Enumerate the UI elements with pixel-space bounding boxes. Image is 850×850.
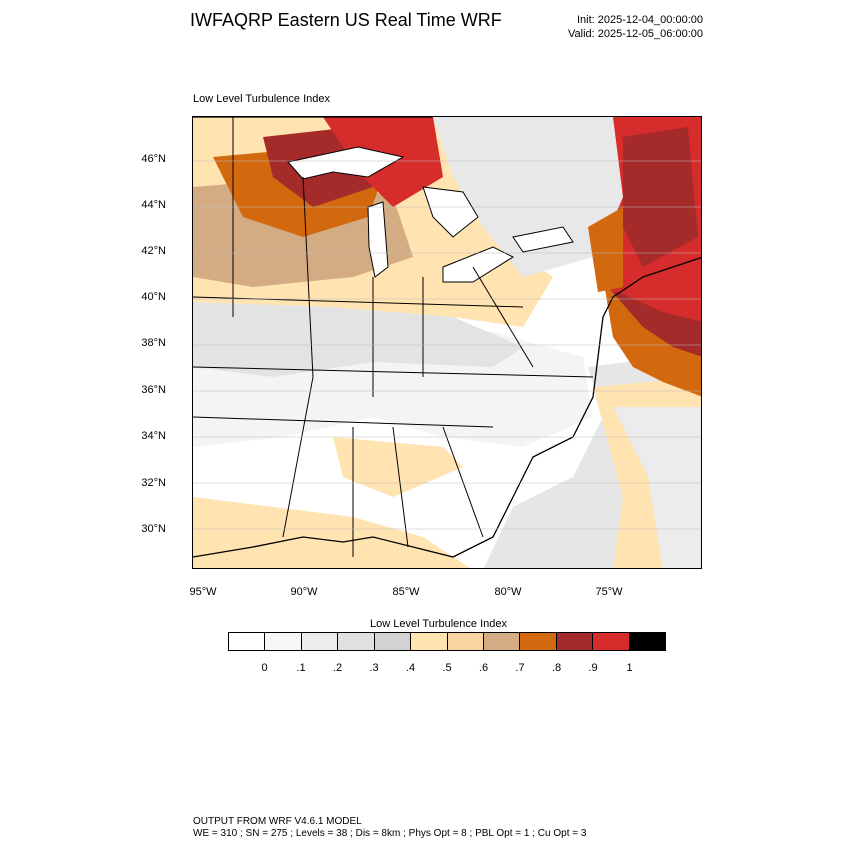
colorbar-swatch — [411, 633, 448, 650]
time-info: Init: 2025-12-04_00:00:00 Valid: 2025-12… — [568, 13, 703, 41]
great-lakes — [287, 146, 574, 283]
colorbar-tick-label: .5 — [442, 662, 452, 674]
valid-time: Valid: 2025-12-05_06:00:00 — [568, 28, 703, 40]
colorbar-tick-label: .4 — [405, 662, 416, 674]
lat-label: 30°N — [141, 523, 166, 535]
colorbar-tick-label: .7 — [515, 662, 525, 674]
lon-label: 75°W — [595, 586, 623, 598]
shade-mid-grey-region — [193, 302, 523, 377]
state-border — [302, 176, 314, 378]
colorbar-tick-label: .6 — [478, 662, 489, 674]
great-lakes-grey — [433, 117, 633, 277]
colorbar — [228, 632, 666, 651]
colorbar-swatch — [265, 633, 302, 650]
map-canvas — [193, 117, 701, 568]
colorbar-swatch — [593, 633, 630, 650]
lat-label: 40°N — [141, 291, 166, 303]
lat-label: 38°N — [141, 337, 166, 349]
lat-label: 36°N — [141, 384, 166, 396]
boundaries — [193, 117, 701, 558]
colorbar-tick-label: .3 — [369, 662, 379, 674]
colorbar-swatch — [338, 633, 375, 650]
new-england-brown — [623, 127, 698, 267]
model-version: OUTPUT FROM WRF V4.6.1 MODEL — [193, 816, 362, 827]
lon-label: 85°W — [392, 586, 420, 598]
colorbar-swatch — [483, 633, 521, 650]
colorbar-tick-label: .1 — [296, 662, 306, 674]
lon-label: 80°W — [494, 586, 522, 598]
state-border — [193, 296, 524, 308]
state-border — [193, 416, 494, 428]
lat-label: 32°N — [141, 477, 166, 489]
colorbar-swatch — [301, 633, 339, 650]
model-config: WE = 310 ; SN = 275 ; Levels = 38 ; Dis … — [193, 828, 587, 839]
lake-michigan — [367, 201, 389, 278]
ocean-red — [618, 287, 701, 322]
state-border — [442, 426, 484, 538]
state-border — [392, 426, 409, 548]
colorbar-swatch — [229, 633, 266, 650]
legend-title: Low Level Turbulence Index — [370, 618, 507, 630]
lake-huron — [422, 186, 479, 238]
turbulence-shading — [193, 117, 701, 568]
colorbar-tick-label: .9 — [588, 662, 598, 674]
colorbar-tick-label: .2 — [332, 662, 343, 674]
lat-label: 44°N — [141, 199, 166, 211]
hudson-orange — [588, 207, 623, 292]
state-border — [282, 376, 314, 538]
turbulence-map — [192, 116, 702, 569]
init-time: Init: 2025-12-04_00:00:00 — [577, 14, 703, 26]
lat-label: 42°N — [141, 245, 166, 257]
lon-label: 95°W — [189, 586, 217, 598]
colorbar-tick-label: 1 — [626, 662, 633, 674]
gulf-coast-light-orange — [193, 497, 470, 568]
colorbar-swatch — [374, 633, 412, 650]
colorbar-swatch — [520, 633, 557, 650]
colorbar-tick-label: .8 — [551, 662, 562, 674]
state-border — [193, 366, 594, 378]
state-borders — [193, 117, 594, 557]
ocean-grey-patch — [613, 407, 701, 568]
lat-label: 34°N — [141, 430, 166, 442]
colorbar-swatch — [629, 633, 666, 650]
lat-label: 46°N — [141, 153, 166, 165]
lon-label: 90°W — [290, 586, 318, 598]
model-info: OUTPUT FROM WRF V4.6.1 MODEL WE = 310 ; … — [193, 816, 586, 840]
graticule — [193, 160, 701, 530]
state-border — [472, 266, 534, 368]
colorbar-swatch — [556, 633, 594, 650]
plot-title: IWFAQRP Eastern US Real Time WRF — [190, 10, 502, 30]
colorbar-swatch — [447, 633, 484, 650]
coastline — [193, 256, 701, 558]
map-title: Low Level Turbulence Index — [193, 93, 330, 105]
lake-erie — [442, 246, 515, 283]
lake-ontario — [512, 226, 574, 253]
colorbar-tick-label: 0 — [261, 662, 268, 674]
